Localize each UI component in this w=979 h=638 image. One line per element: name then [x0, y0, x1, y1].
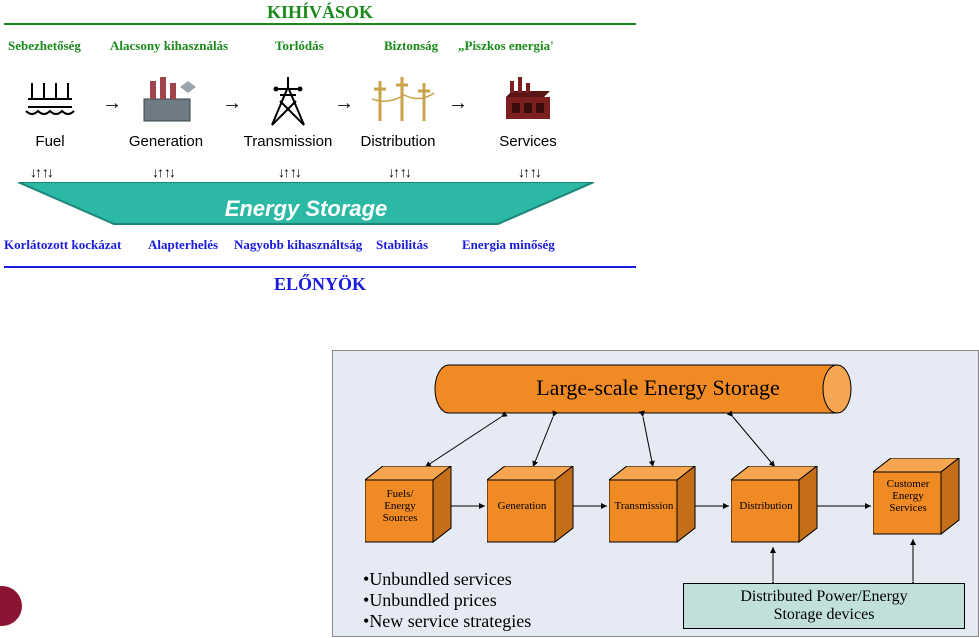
top-diagram: KIHÍVÁSOK Sebezhetőség Alacsony kihaszná…	[0, 0, 640, 310]
bullet-2: •New service strategies	[363, 611, 531, 632]
top-divider	[4, 23, 636, 25]
bottom-diagram: Large-scale Energy Storage	[332, 350, 979, 637]
top-title: KIHÍVÁSOK	[0, 2, 640, 23]
cube-fuels: Fuels/EnergySources	[365, 466, 453, 544]
chain-services: Services	[478, 75, 578, 125]
bullet-1: •Unbundled prices	[363, 590, 531, 611]
benefit-4: Energia minőség	[462, 237, 555, 253]
chain-generation: Generation	[116, 75, 216, 125]
flow-arrow-0: →	[102, 92, 122, 115]
chain-transmission-label: Transmission	[238, 133, 338, 150]
cube-transmission: Transmission	[609, 466, 697, 544]
benefit-2: Nagyobb kihasználtság	[234, 237, 362, 253]
bidir-3: ↓↑ ↑↓	[388, 164, 410, 180]
bullet-0: •Unbundled services	[363, 569, 531, 590]
chain-generation-label: Generation	[116, 133, 216, 150]
bidir-0: ↓↑ ↑↓	[30, 164, 52, 180]
benefit-1: Alapterhelés	[148, 237, 218, 253]
bullet-list: •Unbundled services •Unbundled prices •N…	[363, 569, 531, 632]
flow-arrow-3: →	[448, 92, 468, 115]
energy-storage-bar: Energy Storage	[18, 182, 594, 226]
distribution-icon	[368, 75, 428, 125]
services-icon	[498, 75, 558, 125]
benefit-3: Stabilitás	[376, 237, 428, 253]
challenge-2: Torlódás	[275, 38, 324, 54]
chain-fuel: Fuel	[0, 75, 100, 125]
cube-generation-label: Generation	[487, 500, 557, 512]
energy-storage-label: Energy Storage	[18, 196, 594, 222]
benefit-0: Korlátozott kockázat	[4, 237, 121, 253]
generation-icon	[136, 75, 196, 125]
cube-generation: Generation	[487, 466, 575, 544]
challenge-3: Biztonság	[384, 38, 438, 54]
challenge-0: Sebezhetőség	[8, 38, 81, 54]
cube-customer-label: CustomerEnergyServices	[873, 478, 943, 514]
flow-arrow-1: →	[222, 92, 242, 115]
top-subtitle: ELŐNYÖK	[0, 274, 640, 295]
transmission-icon	[258, 75, 318, 125]
bidir-1: ↓↑ ↑↓	[152, 164, 174, 180]
red-partial-circle	[0, 586, 22, 626]
dist-storage-box: Distributed Power/EnergyStorage devices	[683, 583, 965, 629]
fuel-icon	[20, 75, 80, 125]
cube-customer: CustomerEnergyServices	[873, 458, 961, 536]
bidir-4: ↓↑ ↑↓	[518, 164, 540, 180]
chain-services-label: Services	[478, 133, 578, 150]
chain-fuel-label: Fuel	[0, 133, 100, 150]
chain-distribution-label: Distribution	[348, 133, 448, 150]
chain-distribution: Distribution	[348, 75, 448, 125]
cube-fuels-label: Fuels/EnergySources	[365, 488, 435, 524]
challenge-1: Alacsony kihasználás	[110, 38, 228, 54]
cube-transmission-label: Transmission	[609, 500, 679, 512]
chain-transmission: Transmission	[238, 75, 338, 125]
chain-row: Fuel Generation	[8, 75, 628, 165]
flow-arrow-2: →	[334, 92, 354, 115]
cube-distribution-label: Distribution	[731, 500, 801, 512]
challenge-4: „Piszkos energia'	[458, 38, 554, 54]
bidir-2: ↓↑ ↑↓	[278, 164, 300, 180]
bottom-divider	[4, 266, 636, 268]
cube-distribution: Distribution	[731, 466, 819, 544]
